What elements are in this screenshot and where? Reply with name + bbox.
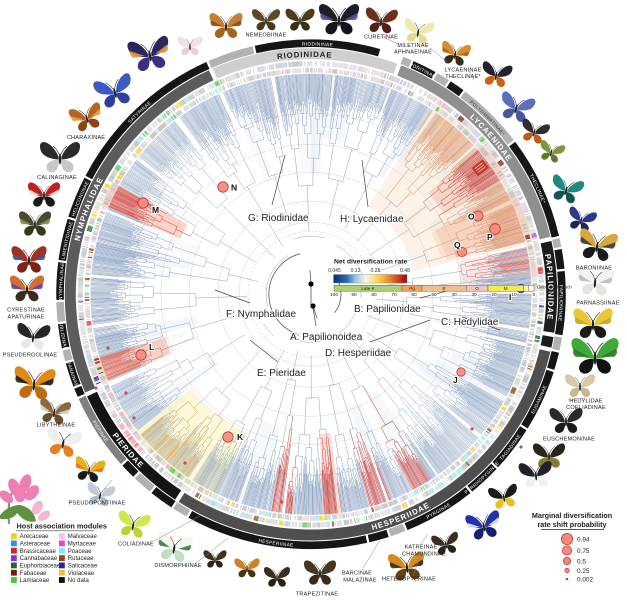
svg-text:CYRESTINAE: CYRESTINAE xyxy=(7,308,45,314)
svg-text:M: M xyxy=(152,205,159,215)
svg-text:40: 40 xyxy=(451,292,457,298)
svg-text:APHNAEINAE: APHNAEINAE xyxy=(394,50,432,56)
svg-text:CALINAGINAE: CALINAGINAE xyxy=(37,175,77,181)
svg-text:Violaceae: Violaceae xyxy=(68,571,95,577)
svg-text:0: 0 xyxy=(533,292,536,298)
svg-text:0.48: 0.48 xyxy=(400,268,410,274)
svg-text:COLIADINAE: COLIADINAE xyxy=(118,542,154,548)
svg-text:O: O xyxy=(475,286,479,291)
svg-text:G: Riodinidae: G: Riodinidae xyxy=(248,213,309,224)
svg-text:B: Papilionidae: B: Papilionidae xyxy=(354,304,421,315)
svg-text:PSEUDOPONTIINAE: PSEUDOPONTIINAE xyxy=(69,501,126,507)
svg-text:Malvaceae: Malvaceae xyxy=(68,534,98,540)
svg-text:I: I xyxy=(509,292,511,302)
svg-text:10: 10 xyxy=(511,292,517,298)
svg-text:0.25: 0.25 xyxy=(371,268,381,274)
svg-text:E: Pieridae: E: Pieridae xyxy=(257,368,306,379)
svg-text:80: 80 xyxy=(371,292,377,298)
svg-text:HESPERIINAE: HESPERIINAE xyxy=(258,538,294,548)
svg-text:COELIADINAE: COELIADINAE xyxy=(566,405,606,411)
svg-text:RIODINIDAE: RIODINIDAE xyxy=(277,50,333,61)
svg-text:20: 20 xyxy=(491,292,497,298)
svg-text:PARNASSIINAE: PARNASSIINAE xyxy=(576,301,619,307)
svg-text:70: 70 xyxy=(391,292,397,298)
svg-text:RIODININAE: RIODININAE xyxy=(302,42,333,48)
svg-text:HEDYLIDAE: HEDYLIDAE xyxy=(569,399,603,405)
svg-text:F: Nymphalidae: F: Nymphalidae xyxy=(226,309,296,320)
svg-text:K: K xyxy=(237,432,244,442)
svg-text:CHARAXINAE: CHARAXINAE xyxy=(67,135,105,141)
svg-text:PSEUDERGOLINAE: PSEUDERGOLINAE xyxy=(3,353,58,359)
svg-text:CHAMUNDINAE: CHAMUNDINAE xyxy=(402,552,446,558)
svg-text:0.5: 0.5 xyxy=(577,558,586,565)
svg-text:Host association modules: Host association modules xyxy=(17,522,107,531)
svg-text:Q: Q xyxy=(454,240,461,250)
svg-text:D: Hesperiidae: D: Hesperiidae xyxy=(325,348,392,359)
svg-text:J: J xyxy=(453,375,458,385)
svg-text:0.13: 0.13 xyxy=(351,268,361,274)
svg-text:L: L xyxy=(149,342,154,352)
svg-text:HETEROPTERINAE: HETEROPTERINAE xyxy=(382,577,436,583)
svg-text:Salicaceae: Salicaceae xyxy=(68,564,98,570)
svg-text:M: M xyxy=(504,286,508,291)
svg-text:Fabaceae: Fabaceae xyxy=(20,571,47,577)
svg-text:0.94: 0.94 xyxy=(577,536,590,543)
svg-text:Myrtaceae: Myrtaceae xyxy=(68,542,97,548)
svg-text:DISMORPHIINAE: DISMORPHIINAE xyxy=(154,563,201,569)
svg-text:Marginal diversification: Marginal diversification xyxy=(532,511,612,520)
svg-text:Cannabaceae: Cannabaceae xyxy=(20,556,58,562)
svg-text:No data: No data xyxy=(68,578,90,584)
svg-text:O: O xyxy=(468,212,475,222)
svg-text:Lamiaceae: Lamiaceae xyxy=(20,578,50,584)
svg-text:0.002: 0.002 xyxy=(577,576,593,583)
svg-text:BARCINAE: BARCINAE xyxy=(342,571,372,577)
svg-text:THECLINAE*: THECLINAE* xyxy=(445,74,481,80)
svg-text:Late K: Late K xyxy=(361,286,375,291)
svg-text:E: E xyxy=(443,286,446,291)
svg-text:CURETINAE: CURETINAE xyxy=(364,35,398,41)
svg-text:H: Lycaenidae: H: Lycaenidae xyxy=(340,214,404,225)
svg-text:KATREINAE: KATREINAE xyxy=(404,545,437,551)
svg-text:Brassicaceae: Brassicaceae xyxy=(20,549,57,555)
svg-text:30: 30 xyxy=(471,292,477,298)
svg-text:0.75: 0.75 xyxy=(577,548,590,555)
svg-text:P: P xyxy=(487,232,493,242)
svg-text:100: 100 xyxy=(330,292,338,298)
svg-text:PAPILIONINAE: PAPILIONINAE xyxy=(557,285,563,322)
svg-text:Asteraceae: Asteraceae xyxy=(20,542,51,548)
svg-text:PAPILIONIDAE: PAPILIONIDAE xyxy=(543,253,555,320)
svg-text:MALAZINAE: MALAZINAE xyxy=(343,578,377,584)
svg-text:BARONIINAE: BARONIINAE xyxy=(576,266,613,272)
svg-text:LYCAENINAE: LYCAENINAE xyxy=(444,68,481,74)
svg-text:0.045: 0.045 xyxy=(328,268,341,274)
svg-text:0.25: 0.25 xyxy=(577,568,590,575)
svg-text:TRAPEZITINAE: TRAPEZITINAE xyxy=(296,592,339,598)
svg-text:LIBYTHEINAE: LIBYTHEINAE xyxy=(37,423,76,429)
svg-text:NEMEOBIINAE: NEMEOBIINAE xyxy=(245,33,286,39)
svg-text:NYMPHALINAE: NYMPHALINAE xyxy=(58,262,65,300)
svg-text:Net diversification rate: Net diversification rate xyxy=(334,259,407,266)
svg-text:50: 50 xyxy=(431,292,437,298)
svg-text:Geological epoch: Geological epoch xyxy=(537,285,572,290)
svg-text:Arecaceae: Arecaceae xyxy=(20,534,49,540)
svg-text:Poaceae: Poaceae xyxy=(68,549,92,555)
svg-text:Euphorbiaceae: Euphorbiaceae xyxy=(20,564,61,570)
svg-text:Rutaceae: Rutaceae xyxy=(68,556,94,562)
svg-text:A: Papilionoidea: A: Papilionoidea xyxy=(290,332,363,343)
svg-text:MILETINAE: MILETINAE xyxy=(397,43,428,49)
svg-text:APATURINAE: APATURINAE xyxy=(8,315,45,321)
svg-text:rate shift probability: rate shift probability xyxy=(537,520,606,529)
svg-text:Ma: Ma xyxy=(548,291,555,296)
svg-text:N: N xyxy=(231,183,237,193)
svg-text:BIBLIDINAE: BIBLIDINAE xyxy=(58,321,68,351)
svg-text:Pg: Pg xyxy=(409,286,415,291)
svg-text:60: 60 xyxy=(411,292,417,298)
svg-text:C: Hedylidae: C: Hedylidae xyxy=(441,317,499,328)
svg-text:90: 90 xyxy=(351,292,357,298)
svg-text:EUSCHEMONINAE: EUSCHEMONINAE xyxy=(543,437,595,443)
